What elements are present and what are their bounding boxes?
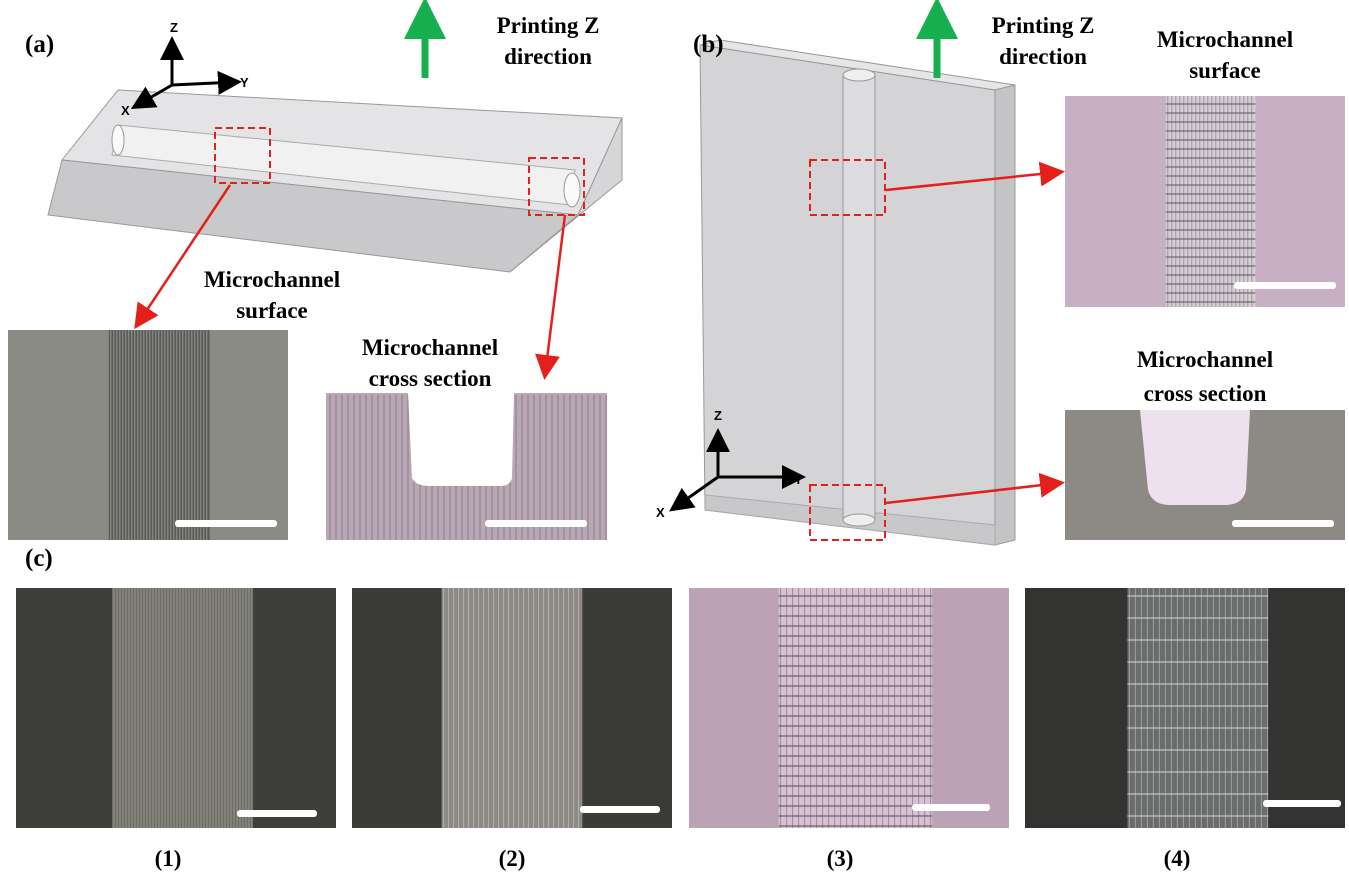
block-a xyxy=(48,18,622,375)
figure: (a) Printing Z direction Z Y X Microchan… xyxy=(0,0,1349,874)
scale-bar xyxy=(237,810,317,817)
scale-bar xyxy=(1232,520,1334,527)
scale-bar xyxy=(1263,800,1341,807)
axis-label: Z xyxy=(170,20,178,35)
image-label: (1) xyxy=(155,846,182,871)
channel-profile xyxy=(1140,410,1250,505)
channel xyxy=(112,588,253,828)
image-label: (2) xyxy=(499,846,526,871)
inset-title: Microchannel xyxy=(204,267,340,292)
channel xyxy=(779,588,933,828)
arrow-label: direction xyxy=(504,44,592,69)
scale-bar xyxy=(1234,282,1336,289)
scale-bar xyxy=(175,520,277,527)
inset-title: surface xyxy=(1189,58,1261,83)
panel-label: (b) xyxy=(693,31,724,58)
inset-title: surface xyxy=(236,298,308,323)
arrow-label: Printing Z xyxy=(992,13,1095,38)
scale-bar xyxy=(580,806,660,813)
panel-label: (c) xyxy=(25,545,53,572)
inset-title: Microchannel xyxy=(362,335,498,360)
image-label: (4) xyxy=(1164,846,1191,871)
axis-label: Y xyxy=(240,75,249,90)
arrow-label: Printing Z xyxy=(497,13,600,38)
scale-bar xyxy=(485,520,587,527)
image-label: (3) xyxy=(827,846,854,871)
channel xyxy=(1127,588,1268,828)
block-b xyxy=(674,18,1060,545)
axis-label: X xyxy=(656,505,665,520)
inset-title: cross section xyxy=(369,366,492,391)
axis-label: Z xyxy=(714,408,722,423)
inset-title: Microchannel xyxy=(1157,27,1293,52)
inset-title: Microchannel xyxy=(1137,347,1273,372)
panel-label: (a) xyxy=(25,31,54,58)
channel xyxy=(442,588,583,828)
inset-title: cross section xyxy=(1144,381,1267,406)
scale-bar xyxy=(912,804,990,811)
axis-label: Y xyxy=(794,472,803,487)
axis-label: X xyxy=(121,103,130,118)
arrow-label: direction xyxy=(999,44,1087,69)
